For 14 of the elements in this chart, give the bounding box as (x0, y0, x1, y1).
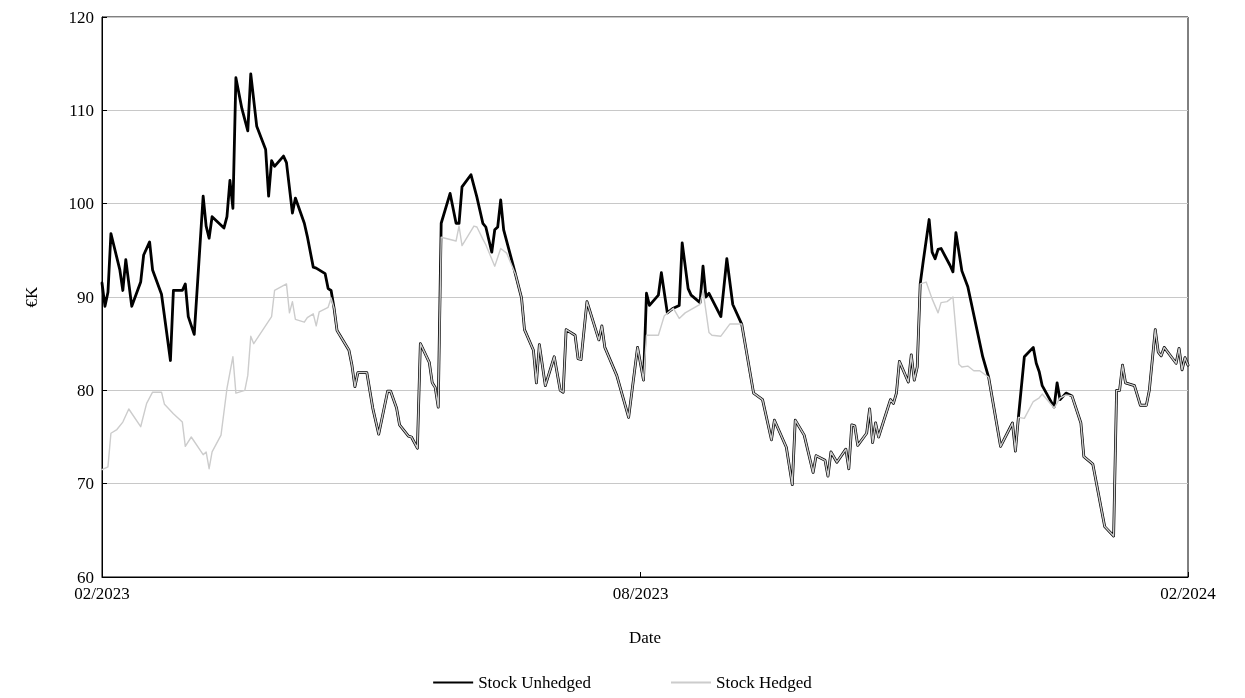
x-tick-label: 08/2023 (612, 584, 669, 603)
legend-label: Stock Unhedged (478, 673, 592, 692)
x-tick-label: 02/2024 (1160, 584, 1217, 603)
y-tick-label: 100 (68, 194, 94, 214)
y-axis-title: €K (22, 285, 41, 308)
y-tick-label: 110 (69, 100, 94, 120)
y-tick-label: 60 (77, 567, 94, 587)
y-tick-label: 80 (77, 380, 94, 400)
y-tick-label: 70 (77, 474, 94, 494)
x-axis-title: Date (628, 628, 662, 647)
legend-label: Stock Hedged (716, 673, 813, 692)
y-tick-label: 120 (68, 7, 94, 27)
x-tick-label: 02/2023 (74, 584, 130, 603)
y-tick-label: 90 (77, 287, 94, 307)
